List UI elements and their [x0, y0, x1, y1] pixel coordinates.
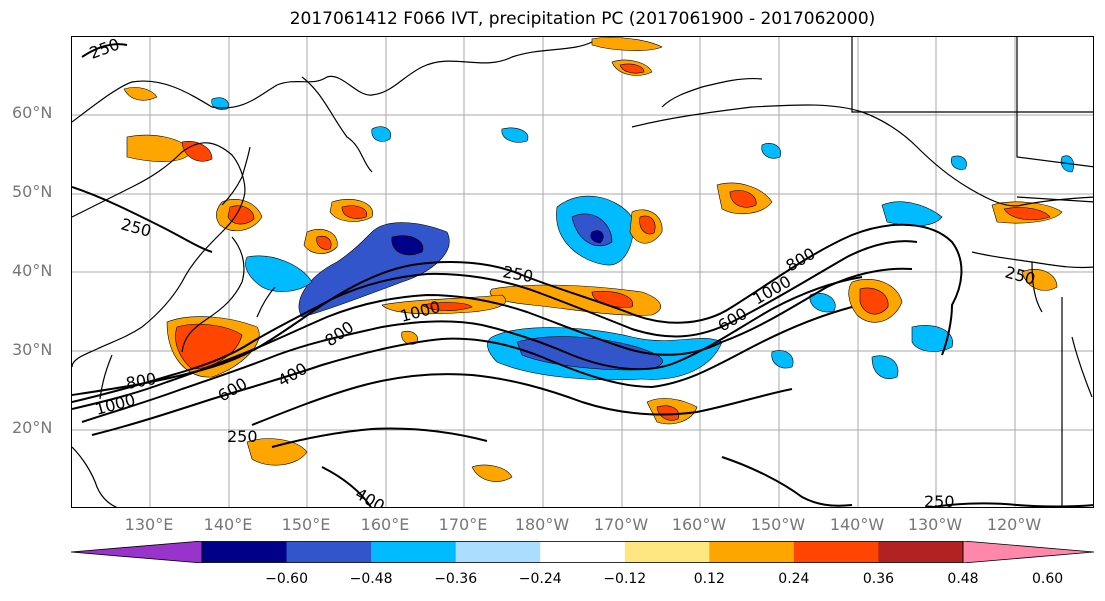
colorbar-segment [455, 541, 541, 563]
lon-label: 160°E [360, 515, 410, 534]
coastlines [72, 37, 1093, 507]
contour-label: 400 [275, 359, 311, 391]
contour-label: 800 [124, 369, 157, 393]
contour-label: 600 [715, 304, 751, 336]
lon-label: 130°E [124, 515, 174, 534]
lat-label-20n: 20°N [12, 418, 53, 437]
colorbar-segment [202, 541, 288, 563]
colorbar-tick-label: −0.36 [434, 571, 478, 587]
colorbar-segment [709, 541, 795, 563]
map-canvas: 250 250 250 250 250 250 400 400 600 600 … [72, 37, 1093, 508]
colorbar [71, 541, 1094, 563]
precip-patches [123, 37, 1074, 482]
lon-label: 140°W [829, 515, 885, 534]
contour-label: 400 [352, 484, 388, 508]
map-panel: 250 250 250 250 250 250 400 400 600 600 … [71, 36, 1094, 508]
lat-label-40n: 40°N [12, 261, 53, 280]
lon-label: 120°W [986, 515, 1042, 534]
figure-title: 2017061412 F066 IVT, precipitation PC (2… [289, 9, 876, 29]
colorbar-tick-label: −0.48 [349, 571, 393, 587]
colorbar-tick-label: −0.60 [265, 571, 308, 587]
colorbar-extend-high [963, 541, 1094, 563]
colorbar-extend-low [71, 541, 202, 563]
colorbar-tick-label: 0.12 [693, 571, 725, 587]
lon-label: 170°W [593, 515, 649, 534]
ivt-contours [72, 43, 1093, 507]
lat-label-60n: 60°N [12, 103, 53, 122]
colorbar-segment [540, 541, 626, 563]
contour-label: 250 [227, 427, 258, 446]
colorbar-tick-label: −0.24 [518, 571, 562, 587]
lon-label: 150°W [750, 515, 806, 534]
lat-label-30n: 30°N [12, 340, 53, 359]
contour-label: 250 [87, 37, 122, 63]
lon-label: 150°E [281, 515, 331, 534]
colorbar-segment [878, 541, 964, 563]
lon-label: 160°W [671, 515, 727, 534]
colorbar-tick-label: 0.36 [862, 571, 895, 587]
lon-label: 180°W [514, 515, 570, 534]
colorbar-tick-label: 0.24 [778, 571, 810, 587]
lon-label: 130°W [907, 515, 963, 534]
contour-label: 800 [321, 317, 357, 350]
colorbar-segment [793, 541, 879, 563]
colorbar-segment [286, 541, 372, 563]
colorbar-tick-label: 0.48 [947, 571, 979, 587]
colorbar-tick-label: 0.60 [1031, 571, 1064, 587]
colorbar-segment [624, 541, 710, 563]
lat-label-50n: 50°N [12, 182, 53, 201]
contour-label: 1000 [750, 272, 795, 309]
contour-label: 250 [119, 215, 153, 241]
contour-label: 250 [924, 492, 955, 508]
contour-label: 600 [215, 374, 251, 406]
lon-label: 170°E [438, 515, 488, 534]
colorbar-tick-label: −0.12 [603, 571, 647, 587]
graticule [72, 37, 1093, 507]
colorbar-segment [371, 541, 457, 563]
lon-label: 140°E [203, 515, 253, 534]
